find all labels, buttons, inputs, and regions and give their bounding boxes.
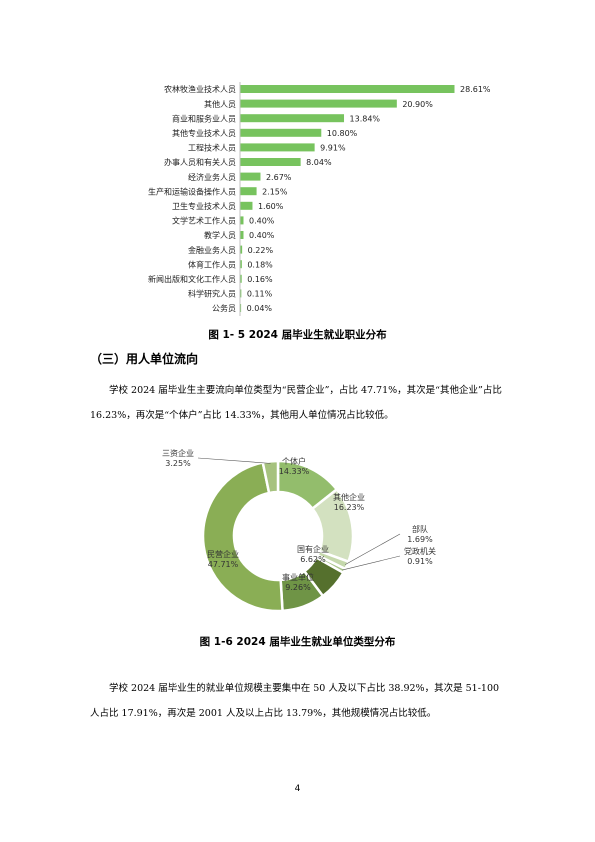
value-label: 10.80% xyxy=(327,129,358,138)
figure-1-6-caption: 图 1-6 2024 届毕业生就业单位类型分布 xyxy=(199,636,396,648)
category-label: 其他人员 xyxy=(204,99,236,109)
category-label: 商业和服务业人员 xyxy=(172,113,236,123)
bar xyxy=(240,114,345,123)
bar xyxy=(240,245,243,254)
leader-line xyxy=(345,533,401,565)
bar xyxy=(240,85,455,93)
slice-name-label: 部队 xyxy=(412,524,428,534)
bar xyxy=(240,260,242,269)
slice-name-label: 民营企业 xyxy=(207,549,239,559)
category-label: 工程技术人员 xyxy=(188,143,236,153)
bar xyxy=(240,172,261,181)
category-label: 卫生专业技术人员 xyxy=(172,201,236,211)
slice-value-label: 47.71% xyxy=(208,560,239,569)
slice-name-label: 事业单位 xyxy=(282,572,314,582)
bar xyxy=(240,304,242,312)
slice-value-label: 1.69% xyxy=(407,535,433,544)
paragraph-employer-types: 学校 2024 届毕业生主要流向单位类型为“民营企业”，占比 47.71%，其次… xyxy=(90,385,502,421)
category-label: 农林牧渔业技术人员 xyxy=(164,84,236,94)
value-label: 0.11% xyxy=(247,290,273,299)
value-label: 13.84% xyxy=(350,114,381,123)
value-label: 0.22% xyxy=(248,246,274,255)
value-label: 2.67% xyxy=(266,173,292,182)
category-label: 科学研究人员 xyxy=(188,289,236,299)
bar xyxy=(240,99,397,108)
value-label: 0.16% xyxy=(247,275,273,284)
category-label: 生产和运输设备操作人员 xyxy=(148,186,236,196)
donut-slice xyxy=(261,459,280,495)
bar xyxy=(240,143,315,152)
bar xyxy=(240,231,244,239)
category-label: 公务员 xyxy=(212,303,236,313)
donut-slice xyxy=(201,461,284,613)
slice-name-label: 其他企业 xyxy=(333,492,365,502)
leader-line xyxy=(342,555,401,571)
bar xyxy=(240,158,301,166)
value-label: 0.18% xyxy=(247,260,273,269)
value-label: 28.61% xyxy=(460,85,491,94)
bar xyxy=(240,201,253,210)
bar xyxy=(240,187,257,196)
value-label: 0.40% xyxy=(249,231,275,240)
bar xyxy=(240,274,242,283)
bar xyxy=(240,289,242,298)
slice-value-label: 0.91% xyxy=(407,557,433,566)
bar xyxy=(240,216,244,225)
category-label: 金融业务人员 xyxy=(188,245,236,255)
category-label: 新闻出版和文化工作人员 xyxy=(148,274,236,284)
slice-name-label: 党政机关 xyxy=(404,546,436,556)
slice-name-label: 三资企业 xyxy=(162,448,194,458)
leader-line xyxy=(197,457,271,464)
slice-value-label: 6.62% xyxy=(300,555,326,564)
bar xyxy=(240,128,322,137)
category-label: 办事人员和有关人员 xyxy=(164,157,236,167)
section-heading: （三）用人单位流向 xyxy=(90,352,199,366)
category-label: 经济业务人员 xyxy=(188,172,236,182)
slice-value-label: 3.25% xyxy=(165,459,191,468)
slice-name-label: 国有企业 xyxy=(297,544,329,554)
slice-value-label: 16.23% xyxy=(334,503,365,512)
value-label: 8.04% xyxy=(306,158,332,167)
category-label: 文学艺术工作人员 xyxy=(172,216,236,226)
value-label: 0.40% xyxy=(249,217,275,226)
category-label: 其他专业技术人员 xyxy=(172,128,236,138)
value-label: 9.91% xyxy=(320,144,346,153)
value-label: 20.90% xyxy=(402,100,433,109)
value-label: 1.60% xyxy=(258,202,284,211)
category-label: 体育工作人员 xyxy=(188,259,236,269)
slice-value-label: 9.26% xyxy=(285,583,311,592)
category-label: 教学人员 xyxy=(204,230,236,240)
page-number: 4 xyxy=(294,784,301,794)
slice-value-label: 14.33% xyxy=(279,467,310,476)
paragraph-employer-size: 学校 2024 届毕业生的就业单位规模主要集中在 50 人及以下占比 38.92… xyxy=(90,683,500,719)
slice-name-label: 个体户 xyxy=(282,456,306,466)
value-label: 2.15% xyxy=(262,187,288,196)
value-label: 0.04% xyxy=(247,304,273,313)
occupation-bar-chart: 农林牧渔业技术人员 28.61% 其他人员 20.90% 商业和服务业人员 13.84% 其… xyxy=(148,82,491,316)
figure-1-5-caption: 图 1- 5 2024 届毕业生就业职业分布 xyxy=(208,329,387,341)
